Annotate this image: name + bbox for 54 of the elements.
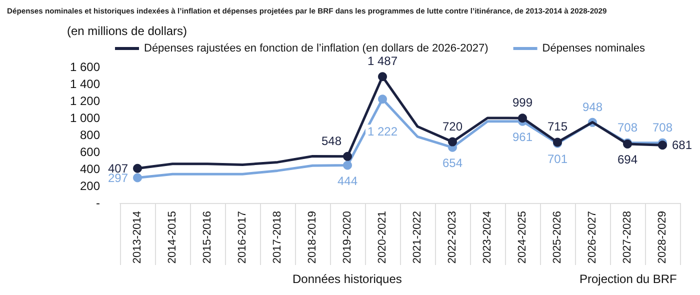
x-tick-label: 2015-2016 (202, 211, 214, 264)
x-tick-label: 2020-2021 (376, 211, 388, 264)
x-tick-label: 2024-2025 (516, 211, 528, 264)
x-tick-label: 2026-2027 (586, 211, 598, 264)
x-tick-label: 2025-2026 (552, 211, 564, 264)
legend-label: Dépenses rajustées en fonction de l’inflation (en dollars de 2026-2027) (144, 42, 488, 54)
data-label: 694 (617, 152, 638, 167)
data-label: 961 (512, 130, 533, 144)
point (518, 114, 527, 123)
y-tick-label: 600 (80, 145, 100, 159)
y-tick-label: 400 (80, 162, 100, 176)
data-label: 548 (321, 134, 342, 148)
text: Projection du BRF (580, 272, 677, 286)
data-label: 444 (337, 174, 358, 188)
x-tick-label: 2022-2023 (446, 211, 458, 264)
point (343, 152, 352, 161)
data-label: 720 (442, 119, 463, 134)
y-tick-label: 800 (80, 128, 100, 142)
data-label: 701 (547, 152, 568, 166)
data-label: 999 (512, 96, 533, 110)
y-tick-label: 200 (80, 179, 100, 193)
y-axis-title: (en millions de dollars) (67, 24, 188, 38)
data-label: 681 (672, 138, 692, 152)
point (133, 164, 142, 173)
data-label: 1 487 (367, 54, 398, 68)
y-tick-label: 1 000 (70, 111, 100, 125)
y-tick-label: 1 200 (70, 94, 100, 108)
y-tick-label: 1 600 (70, 60, 100, 74)
x-tick-label: 2028-2029 (656, 211, 668, 264)
point (343, 160, 352, 170)
data-label: 708 (652, 120, 673, 134)
x-tick-label: 2017-2018 (272, 211, 284, 264)
data-label: 1 222 (367, 124, 398, 139)
data-label: 948 (582, 100, 603, 114)
y-tick-label: 1 400 (70, 77, 100, 91)
x-tick-label: 2018-2019 (306, 211, 318, 264)
data-label: 654 (442, 156, 463, 170)
x-tick-label: 2014-2015 (166, 211, 178, 264)
x-tick-label: 2023-2024 (482, 211, 494, 264)
x-tick-label: 2021-2022 (412, 211, 424, 264)
text: Données historiques (292, 272, 402, 286)
x-tick-label: 2027-2028 (622, 211, 634, 264)
point (448, 137, 457, 146)
point (378, 94, 387, 104)
point (133, 173, 142, 182)
point (658, 140, 667, 150)
data-label: 715 (547, 120, 568, 134)
point (378, 72, 387, 82)
x-tick-label: 2019-2020 (342, 211, 354, 264)
x-tick-label: 2016-2017 (236, 211, 248, 264)
x-tick-label: 2013-2014 (132, 211, 144, 264)
y-tick-label: - (96, 196, 100, 210)
legend-label: Dépenses nominales (542, 42, 646, 54)
data-label: 708 (617, 120, 638, 134)
